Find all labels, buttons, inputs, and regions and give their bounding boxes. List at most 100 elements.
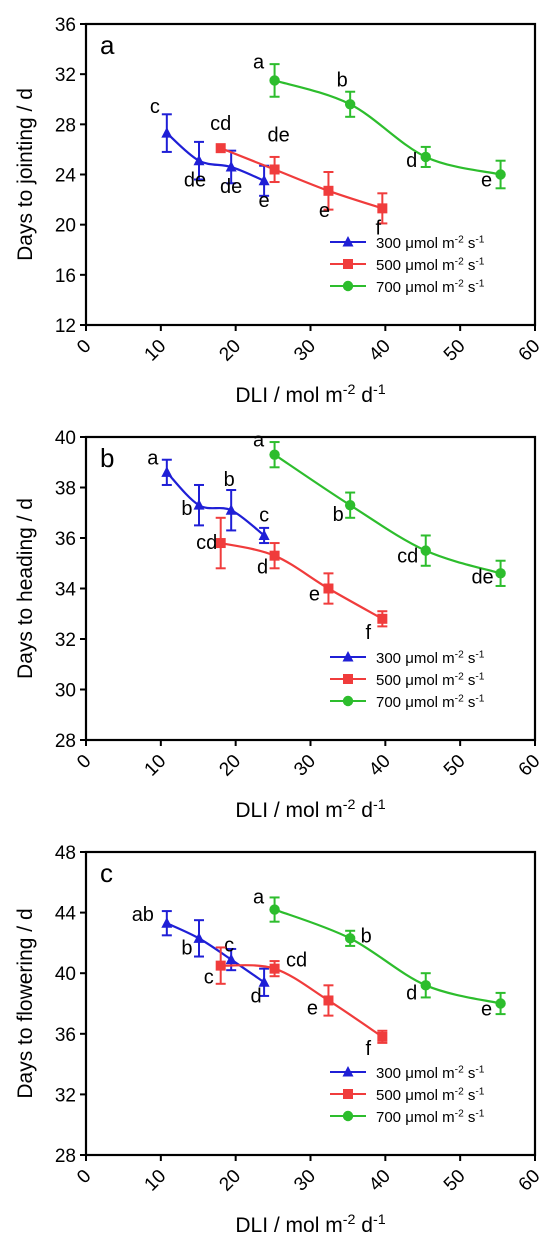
legend-marker <box>342 1066 354 1077</box>
significance-label: c <box>259 504 269 526</box>
significance-label: a <box>253 51 265 73</box>
data-point <box>193 932 205 943</box>
series-s500: c cd e f <box>204 946 388 1060</box>
y-tick-label: 28 <box>55 115 76 136</box>
significance-label: e <box>259 190 270 212</box>
x-tick-label: 40 <box>365 336 395 366</box>
significance-label: c <box>150 96 160 118</box>
significance-label: cd <box>210 113 231 135</box>
significance-label: a <box>147 447 159 469</box>
x-tick-label: 40 <box>365 751 395 781</box>
significance-label: b <box>337 69 348 91</box>
panel-label: b <box>100 443 114 473</box>
legend-label: 500 μmol m-2 s-1 <box>376 671 485 689</box>
data-point <box>420 980 431 991</box>
x-axis-label: DLI / mol m-2 d-1 <box>235 797 385 822</box>
series-s500: cd de e f <box>210 113 388 239</box>
data-point <box>377 613 388 624</box>
panel-label: c <box>100 858 113 888</box>
y-tick-label: 16 <box>55 266 76 287</box>
data-point <box>269 550 280 561</box>
data-point <box>193 154 205 166</box>
fit-line <box>166 132 265 182</box>
y-tick-label: 30 <box>55 681 76 702</box>
fit-line <box>220 541 383 620</box>
y-tick-label: 48 <box>55 843 76 864</box>
legend-label: 700 μmol m-2 s-1 <box>376 278 485 296</box>
x-tick-label: 0 <box>73 1166 95 1188</box>
x-tick-label: 0 <box>73 336 95 358</box>
significance-label: d <box>251 985 262 1007</box>
legend-marker <box>342 651 354 662</box>
data-point <box>258 529 270 540</box>
significance-label: f <box>366 622 372 644</box>
x-axis-label: DLI / mol m-2 d-1 <box>235 382 385 407</box>
y-tick-label: 36 <box>55 529 76 550</box>
data-point <box>344 99 356 110</box>
fit-line <box>274 908 501 1005</box>
data-point <box>215 143 226 154</box>
fit-line <box>273 453 501 575</box>
data-point <box>344 933 356 944</box>
legend: 300 μmol m-2 s-1 500 μmol m-2 s-1 700 μmol… <box>330 649 485 711</box>
data-point <box>377 1031 388 1042</box>
y-tick-label: 32 <box>55 1085 76 1106</box>
x-tick-label: 50 <box>440 1166 470 1196</box>
significance-label: c <box>204 967 214 989</box>
legend-marker <box>342 280 354 292</box>
series-s300: cde dee <box>150 96 270 212</box>
data-point <box>269 164 280 175</box>
significance-label: de <box>267 124 289 146</box>
data-point <box>495 169 506 180</box>
x-tick-label: 60 <box>515 751 545 781</box>
series-s500: cd d e f <box>196 516 388 644</box>
significance-label: cd <box>286 950 307 972</box>
data-point <box>323 185 334 196</box>
significance-label: d <box>406 150 417 172</box>
y-tick-label: 28 <box>55 1146 76 1167</box>
significance-label: e <box>319 200 330 222</box>
y-tick-label: 24 <box>55 166 77 187</box>
y-tick-label: 34 <box>55 580 77 601</box>
y-axis-label: Days to heading / d <box>14 498 37 679</box>
legend-marker <box>343 259 353 269</box>
data-point <box>377 203 388 214</box>
significance-label: b <box>181 498 192 520</box>
data-point <box>420 545 431 556</box>
significance-label: b <box>333 504 344 526</box>
legend-label: 500 μmol m-2 s-1 <box>376 1086 485 1104</box>
x-tick-label: 30 <box>290 336 320 366</box>
x-tick-label: 10 <box>141 751 171 781</box>
legend-marker <box>342 1110 354 1122</box>
legend-label: 300 μmol m-2 s-1 <box>376 649 485 667</box>
x-tick-label: 60 <box>515 336 545 366</box>
data-point <box>269 963 280 974</box>
series-s700: a b de <box>253 51 506 192</box>
significance-label: cd <box>196 532 217 554</box>
x-tick-label: 10 <box>141 1166 171 1196</box>
significance-label: de <box>471 566 493 588</box>
fit-line <box>220 964 383 1038</box>
fit-line <box>274 79 501 176</box>
significance-label: de <box>184 170 206 192</box>
panel-b: 28 30 32 34 36 38 40 0 10 20 30 40 50 60 Days to headi… <box>14 428 545 822</box>
significance-label: b <box>361 925 372 947</box>
significance-label: a <box>253 430 265 452</box>
y-tick-label: 40 <box>55 428 76 449</box>
y-tick-label: 12 <box>55 316 76 337</box>
x-tick-label: 0 <box>73 751 95 773</box>
data-point <box>258 174 270 186</box>
panel-label: a <box>100 30 115 60</box>
y-axis-label: Days to jointing / d <box>14 88 37 261</box>
significance-label: c <box>224 935 234 957</box>
x-tick-label: 50 <box>440 336 470 366</box>
data-point <box>161 127 173 138</box>
significance-label: d <box>406 982 417 1004</box>
legend-marker <box>342 236 354 247</box>
significance-label: f <box>376 217 382 239</box>
y-tick-label: 32 <box>55 630 76 651</box>
x-tick-label: 60 <box>515 1166 545 1196</box>
data-point <box>420 151 431 163</box>
significance-label: b <box>181 937 192 959</box>
